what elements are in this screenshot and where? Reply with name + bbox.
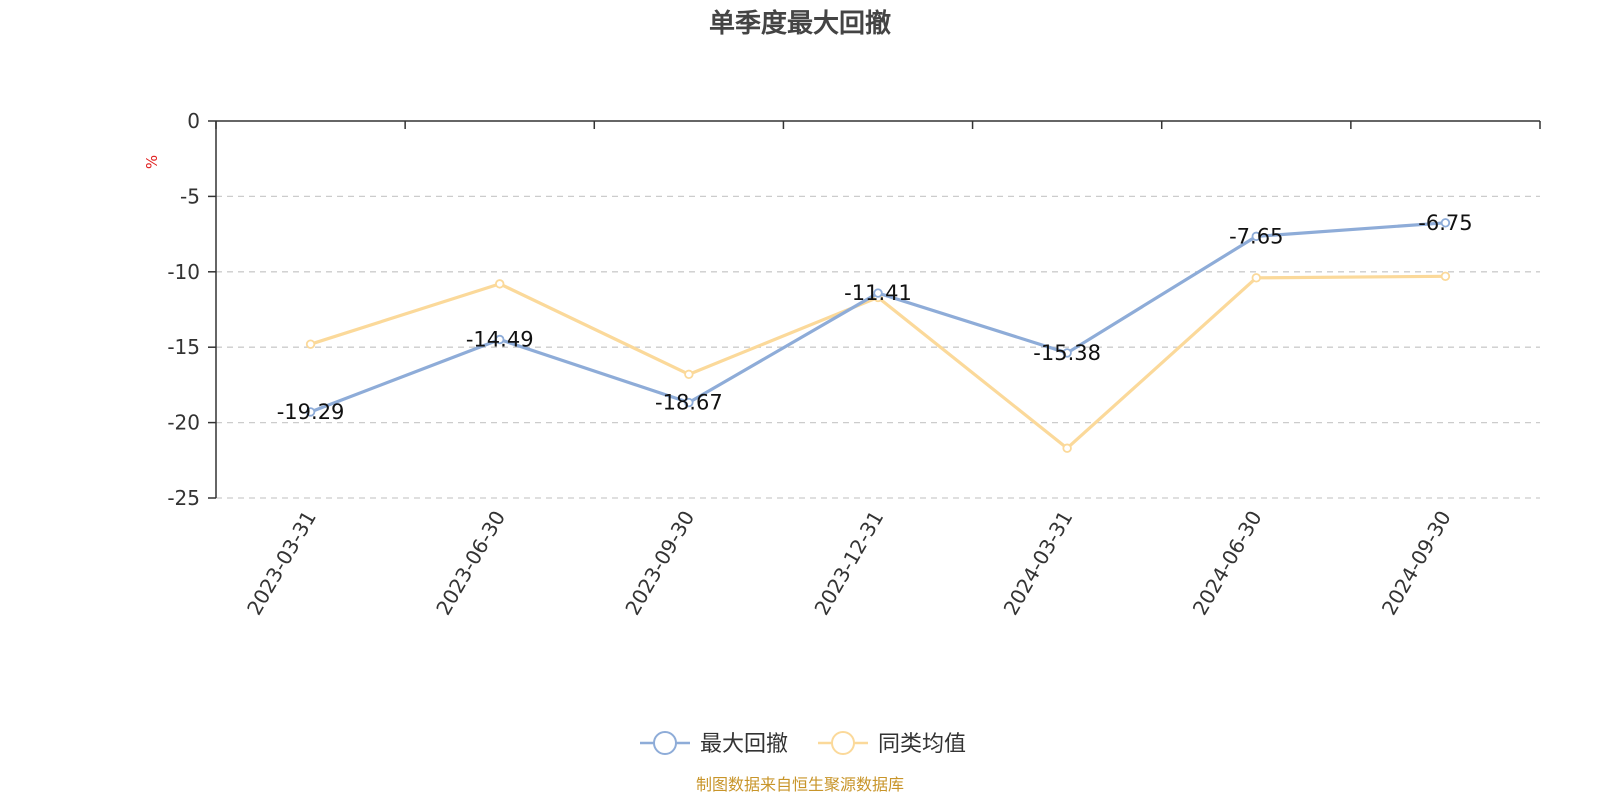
data-labels: -19.29 -14.49 -18.67 -11.41 -15.38 -7.65 -6.75 [277, 211, 1473, 424]
data-label: -6.75 [1418, 211, 1472, 235]
y-tick-label: -20 [167, 411, 200, 435]
y-tick-label: -25 [167, 486, 200, 510]
legend-swatch-marker [653, 731, 677, 755]
x-tick-label: 2024-03-31 [999, 507, 1078, 620]
x-tick-label: 2024-09-30 [1377, 507, 1456, 620]
y-tick-label: 0 [187, 109, 200, 133]
grid-lines [216, 195, 1540, 499]
data-label: -14.49 [466, 328, 534, 352]
series-point [495, 334, 505, 345]
series-point [305, 407, 316, 417]
series-point [495, 279, 505, 289]
y-tick-label: -15 [167, 335, 200, 359]
series-point [1062, 443, 1072, 453]
legend: 最大回撤 同类均值 [640, 731, 966, 757]
x-tick-label: 2024-06-30 [1188, 507, 1267, 620]
data-label: -7.65 [1229, 224, 1283, 248]
series-point [1440, 271, 1451, 282]
chart-title: 单季度最大回撤 [709, 8, 891, 39]
series-point [684, 369, 694, 380]
series-point [684, 397, 694, 408]
data-label: -11.41 [844, 281, 912, 305]
series-point [1062, 348, 1072, 358]
series-point [1440, 218, 1451, 228]
series-point [305, 339, 316, 349]
x-tick-label: 2023-06-30 [431, 507, 510, 620]
series-point [873, 288, 883, 298]
data-source-note: 制图数据来自恒生聚源数据库 [696, 775, 904, 794]
axes: 0 -5 -10 -15 -20 -25 2023-03-31 2023-06-30 2023-… [167, 109, 1541, 620]
y-axis-unit-label: % [143, 155, 161, 169]
data-label: -18.67 [655, 391, 723, 415]
series-line [309, 221, 1446, 414]
y-tick-label: -10 [167, 260, 200, 284]
legend-label: 同类均值 [878, 732, 966, 757]
series-lines [305, 218, 1451, 453]
series-point [1251, 231, 1261, 242]
x-tick-label: 2023-12-31 [809, 507, 888, 620]
y-tick-label: -5 [180, 184, 200, 208]
data-label: -19.29 [277, 400, 345, 424]
data-label: -15.38 [1033, 341, 1101, 365]
x-tick-label: 2023-09-30 [620, 507, 699, 620]
series-point [1251, 273, 1261, 283]
legend-label: 最大回撤 [700, 732, 788, 757]
legend-swatch-marker [831, 731, 855, 755]
x-tick-label: 2023-03-31 [242, 507, 321, 620]
